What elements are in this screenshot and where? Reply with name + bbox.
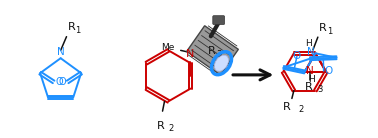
Text: R: R bbox=[68, 22, 75, 32]
Ellipse shape bbox=[215, 55, 228, 71]
Text: O: O bbox=[325, 66, 333, 76]
Text: Me: Me bbox=[161, 43, 175, 52]
Text: H: H bbox=[305, 39, 311, 48]
Text: 2: 2 bbox=[169, 124, 174, 133]
Text: N: N bbox=[57, 47, 65, 57]
Text: H: H bbox=[308, 75, 315, 84]
Text: R: R bbox=[157, 121, 164, 131]
Text: R: R bbox=[208, 46, 216, 56]
Text: R: R bbox=[283, 102, 291, 112]
Text: 3: 3 bbox=[317, 85, 322, 94]
Text: 2: 2 bbox=[299, 105, 304, 114]
Text: N: N bbox=[307, 47, 315, 57]
Text: N: N bbox=[306, 66, 314, 75]
Text: 1: 1 bbox=[327, 27, 332, 36]
Text: O: O bbox=[293, 51, 301, 61]
Text: O: O bbox=[56, 77, 63, 87]
Text: R: R bbox=[305, 82, 313, 92]
Text: 3: 3 bbox=[216, 50, 222, 59]
Text: O: O bbox=[58, 77, 66, 87]
Text: N: N bbox=[186, 49, 195, 59]
Polygon shape bbox=[187, 26, 239, 75]
Text: R: R bbox=[319, 23, 327, 33]
FancyBboxPatch shape bbox=[213, 16, 225, 25]
Text: 1: 1 bbox=[75, 26, 81, 35]
